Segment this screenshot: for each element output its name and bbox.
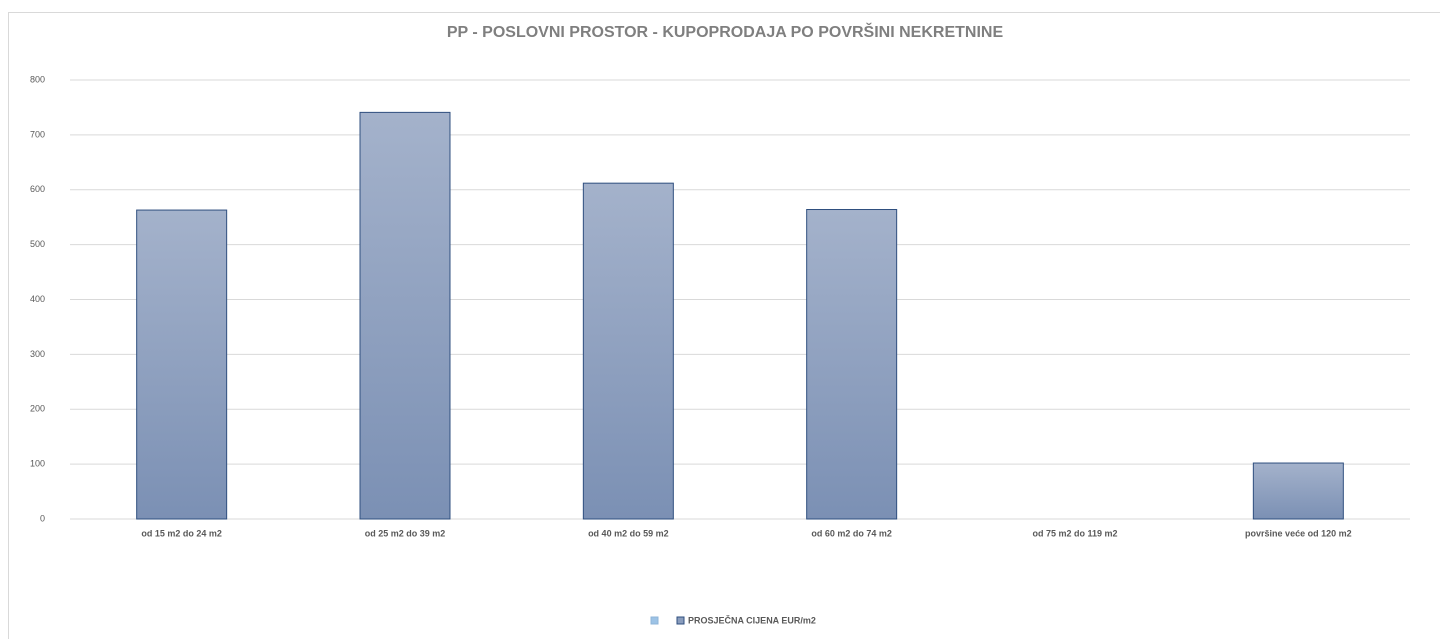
- legend-swatch: [677, 617, 684, 624]
- y-tick-label: 500: [30, 239, 45, 249]
- bars: [137, 112, 1344, 519]
- y-tick-label: 200: [30, 404, 45, 414]
- y-tick-label: 700: [30, 129, 45, 139]
- legend-swatch-extra: [651, 617, 658, 624]
- y-tick-label: 100: [30, 459, 45, 469]
- x-tick-label: od 15 m2 do 24 m2: [141, 528, 222, 538]
- bar: [137, 210, 227, 519]
- y-tick-label: 800: [30, 74, 45, 84]
- bar: [807, 210, 897, 519]
- y-tick-label: 300: [30, 349, 45, 359]
- legend-label: PROSJEČNA CIJENA EUR/m2: [688, 614, 816, 625]
- x-tick-label: od 25 m2 do 39 m2: [365, 528, 446, 538]
- grid: [70, 80, 1410, 519]
- bar: [1253, 463, 1343, 519]
- y-tick-label: 600: [30, 184, 45, 194]
- y-tick-label: 0: [40, 513, 45, 523]
- chart-title: PP - POSLOVNI PROSTOR - KUPOPRODAJA PO P…: [447, 22, 1004, 41]
- bar: [583, 183, 673, 519]
- x-tick-label: od 60 m2 do 74 m2: [811, 528, 892, 538]
- x-tick-label: površine veće od 120 m2: [1245, 528, 1352, 538]
- y-tick-label: 400: [30, 294, 45, 304]
- x-tick-label: od 75 m2 do 119 m2: [1032, 528, 1117, 538]
- x-tick-label: od 40 m2 do 59 m2: [588, 528, 669, 538]
- bar: [360, 112, 450, 519]
